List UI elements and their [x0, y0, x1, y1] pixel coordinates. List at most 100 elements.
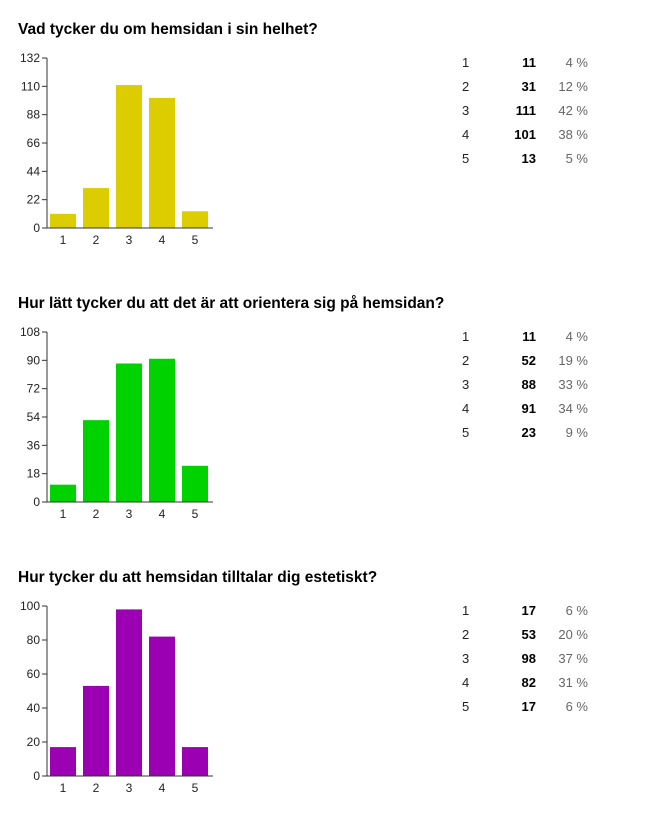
question-title: Hur tycker du att hemsidan tilltalar dig…: [18, 569, 378, 586]
question-title: Hur lätt tycker du att det är att orient…: [18, 295, 445, 312]
table-row: 3 98 37 %: [462, 647, 588, 671]
x-tick-label: 5: [192, 507, 199, 521]
count-cell: 101: [514, 127, 536, 142]
x-tick-label: 2: [93, 507, 100, 521]
count-cell: 11: [522, 329, 536, 344]
x-tick-label: 5: [192, 233, 199, 247]
bar: [116, 609, 142, 776]
x-tick-label: 1: [60, 781, 67, 795]
count-cell: 88: [521, 377, 536, 392]
question-title: Vad tycker du om hemsidan i sin helhet?: [18, 21, 318, 38]
y-tick-label: 0: [33, 221, 40, 235]
category-cell: 4: [462, 675, 470, 690]
y-tick-label: 132: [20, 51, 40, 65]
percent-cell: 19 %: [558, 353, 588, 368]
results-table: 1 11 4 % 2 52 19 % 3 88 33 % 4 91 34 % 5 23 9 %: [462, 325, 588, 445]
bar: [116, 363, 142, 502]
x-tick-label: 2: [93, 233, 100, 247]
x-tick-label: 4: [159, 781, 166, 795]
y-tick-label: 44: [27, 164, 41, 178]
y-tick-label: 54: [27, 410, 41, 424]
category-cell: 2: [462, 79, 470, 94]
bar: [149, 636, 175, 776]
question-section-1: Vad tycker du om hemsidan i sin helhet? …: [0, 0, 646, 274]
x-tick-label: 3: [126, 507, 133, 521]
category-cell: 2: [462, 627, 470, 642]
category-cell: 2: [462, 353, 470, 368]
y-tick-label: 66: [27, 136, 41, 150]
table-row: 5 13 5 %: [462, 147, 588, 171]
count-cell: 111: [515, 103, 536, 118]
y-tick-label: 60: [27, 667, 41, 681]
table-row: 5 23 9 %: [462, 421, 588, 445]
category-cell: 4: [462, 401, 470, 416]
percent-cell: 42 %: [558, 103, 588, 118]
category-cell: 1: [462, 55, 470, 70]
bar: [83, 420, 109, 502]
percent-cell: 6 %: [565, 699, 588, 714]
percent-cell: 6 %: [565, 603, 588, 618]
category-cell: 1: [462, 603, 470, 618]
percent-cell: 9 %: [565, 425, 588, 440]
percent-cell: 38 %: [558, 127, 588, 142]
table-row: 3 88 33 %: [462, 373, 588, 397]
count-cell: 82: [521, 675, 536, 690]
bar: [149, 358, 175, 502]
question-section-2: Hur lätt tycker du att det är att orient…: [0, 274, 646, 548]
percent-cell: 5 %: [565, 151, 588, 166]
y-tick-label: 90: [27, 353, 41, 367]
bar: [50, 484, 76, 502]
x-tick-label: 3: [126, 781, 133, 795]
bar: [83, 685, 109, 776]
x-tick-label: 4: [159, 507, 166, 521]
y-tick-label: 100: [20, 599, 40, 613]
bar-chart: 0 22 44 66 88 110 132 1 2 3 4 5: [20, 51, 213, 247]
bar: [50, 213, 76, 228]
table-row: 1 17 6 %: [462, 599, 588, 623]
x-tick-label: 1: [60, 233, 67, 247]
count-cell: 98: [521, 651, 536, 666]
bar-chart: 0 20 40 60 80 100 1 2 3 4 5: [20, 599, 213, 795]
table-row: 4 101 38 %: [462, 123, 588, 147]
bar: [182, 211, 208, 228]
y-tick-label: 18: [27, 467, 41, 481]
count-cell: 53: [521, 627, 536, 642]
x-tick-label: 3: [126, 233, 133, 247]
count-cell: 13: [521, 151, 536, 166]
category-cell: 4: [462, 127, 470, 142]
category-cell: 5: [462, 151, 470, 166]
y-tick-label: 108: [20, 325, 40, 339]
x-tick-label: 5: [192, 781, 199, 795]
results-table: 1 17 6 % 2 53 20 % 3 98 37 % 4 82 31 % 5 17 6 %: [462, 599, 588, 719]
results-table: 1 11 4 % 2 31 12 % 3 111 42 % 4 101 38 % 5 13 5 %: [462, 51, 588, 171]
category-cell: 3: [462, 377, 470, 392]
y-tick-label: 20: [27, 735, 41, 749]
count-cell: 11: [522, 55, 536, 70]
count-cell: 23: [521, 425, 536, 440]
category-cell: 3: [462, 651, 470, 666]
count-cell: 91: [521, 401, 536, 416]
bar: [50, 747, 76, 776]
percent-cell: 4 %: [565, 329, 588, 344]
table-row: 4 82 31 %: [462, 671, 588, 695]
y-tick-label: 110: [21, 79, 40, 93]
x-tick-label: 1: [60, 507, 67, 521]
count-cell: 52: [521, 353, 536, 368]
y-tick-label: 80: [27, 633, 41, 647]
table-row: 2 52 19 %: [462, 349, 588, 373]
y-tick-label: 72: [27, 382, 41, 396]
table-row: 3 111 42 %: [462, 99, 588, 123]
table-row: 4 91 34 %: [462, 397, 588, 421]
bar: [116, 85, 142, 228]
percent-cell: 34 %: [558, 401, 588, 416]
question-section-3: Hur tycker du att hemsidan tilltalar dig…: [0, 548, 646, 822]
percent-cell: 31 %: [558, 675, 588, 690]
percent-cell: 4 %: [565, 55, 588, 70]
x-tick-label: 2: [93, 781, 100, 795]
percent-cell: 12 %: [558, 79, 588, 94]
category-cell: 3: [462, 103, 470, 118]
table-row: 2 31 12 %: [462, 75, 588, 99]
count-cell: 17: [521, 699, 536, 714]
percent-cell: 33 %: [558, 377, 588, 392]
percent-cell: 20 %: [558, 627, 588, 642]
